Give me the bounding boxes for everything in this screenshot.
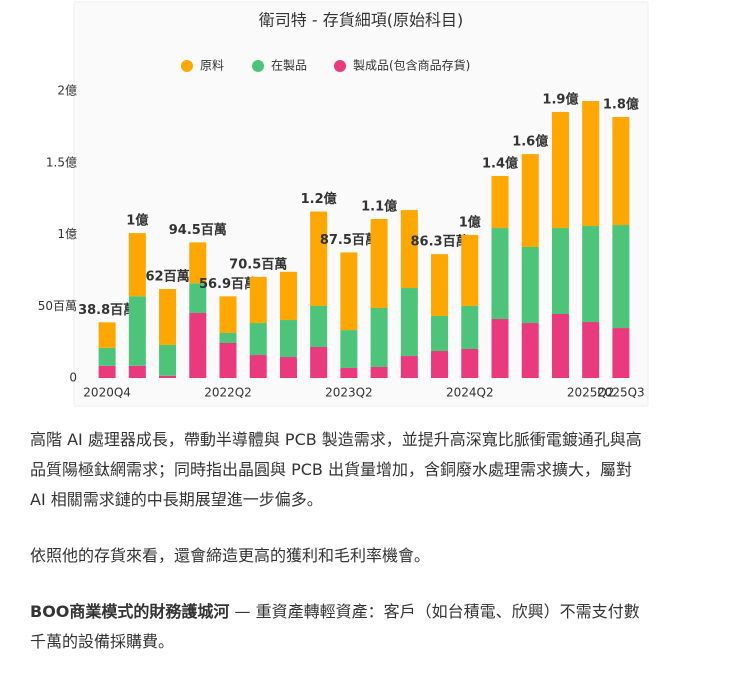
bar-segment [279, 320, 297, 358]
data-label: 62百萬 [146, 269, 190, 285]
bar-segment [279, 271, 297, 321]
legend-label: 原料 [200, 59, 224, 73]
data-label: 70.5百萬 [229, 256, 287, 272]
bar-segment [612, 225, 630, 329]
bar-segment [491, 175, 509, 229]
bar-segment [461, 305, 479, 350]
bar-segment [521, 246, 539, 324]
bar-segment [249, 276, 267, 324]
bar-segment [189, 283, 207, 313]
bar-segment [431, 316, 449, 352]
text: — 重資產轉輕資產：客戶（如台積電、欣興）不需支付數千萬的設備採購費。 [30, 602, 640, 651]
y-tick-label: 0 [69, 371, 77, 385]
bar-segment [128, 233, 146, 297]
bar-segment [249, 323, 267, 356]
legend-label: 在製品 [271, 59, 307, 73]
data-label: 1.8億 [603, 96, 639, 112]
bar-segment [98, 365, 116, 378]
bar-segment [189, 312, 207, 378]
bar-segment [159, 375, 177, 378]
data-label: 94.5百萬 [169, 222, 227, 238]
data-label: 1億 [459, 214, 481, 230]
y-tick-label: 1億 [57, 227, 77, 241]
data-label: 38.8百萬 [78, 302, 136, 318]
paragraph: 高階 AI 處理器成長，帶動半導體與 PCB 製造需求，並提升高深寬比脈衝電鍍通… [30, 430, 642, 509]
bar-segment [431, 254, 449, 317]
bar-segment [310, 347, 328, 378]
bar-segment [310, 211, 328, 306]
legend-swatch [334, 60, 346, 72]
bar-segment [400, 210, 418, 289]
x-tick-label: 2025Q3 [597, 386, 645, 400]
bar-segment [340, 252, 358, 331]
bar-segment [370, 219, 388, 308]
paragraph: 依照他的存貨來看，還會締造更高的獲利和毛利率機會。 [30, 546, 431, 565]
bar-segment [340, 330, 358, 368]
x-tick-label: 2023Q2 [325, 386, 373, 400]
bar-segment [310, 305, 328, 348]
bar-segment [279, 357, 297, 378]
bar-segment [431, 351, 449, 378]
bar-segment [461, 234, 479, 306]
article: 高階 AI 處理器成長，帶動半導體與 PCB 製造需求，並提升高深寬比脈衝電鍍通… [30, 425, 650, 683]
bar-segment [521, 323, 539, 378]
bar-segment [521, 154, 539, 247]
x-tick-label: 2020Q4 [83, 386, 131, 400]
data-label: 86.3百萬 [411, 234, 469, 250]
bar-segment [491, 319, 509, 378]
bar-segment [370, 366, 388, 378]
bar-segment [159, 289, 177, 345]
bar-segment [582, 322, 600, 378]
bar-segment [219, 342, 237, 378]
x-tick-label: 2022Q2 [204, 386, 252, 400]
bar-segment [98, 347, 116, 366]
data-label: 1.2億 [301, 191, 337, 207]
bar-segment [461, 349, 479, 378]
bar-segment [128, 365, 146, 378]
bar-segment [159, 344, 177, 376]
bar-segment [582, 101, 600, 227]
bar-segment [582, 226, 600, 323]
page: 衛司特 - 存貨細項(原始科目) 0 50百萬 1億 1.5億 2億 原料 在製品 製成品(包… [30, 1, 649, 651]
bar-segment [612, 116, 630, 226]
bar-segment [249, 355, 267, 378]
bar-segment [551, 111, 569, 229]
x-tick-label: 2025Q2 [567, 386, 615, 400]
bar-segment [98, 322, 116, 348]
chart-title: 衛司特 - 存貨細項(原始科目) [259, 11, 463, 30]
bar-segment [551, 313, 569, 378]
chart: 衛司特 - 存貨細項(原始科目) 0 50百萬 1億 1.5億 2億 原料 在製品 製成品(包… [38, 1, 649, 407]
x-tick-label: 2024Q2 [446, 386, 494, 400]
data-label: 1.1億 [361, 199, 397, 215]
bar-segment [128, 296, 146, 366]
y-tick-label: 1.5億 [46, 155, 77, 169]
paragraph: BOO商業模式的財務護城河 — 重資產轉輕資產：客戶（如台積電、欣興）不需支付數… [30, 597, 650, 657]
bar-segment [370, 307, 388, 367]
bold-text: BOO商業模式的財務護城河 [30, 602, 230, 621]
data-label: 87.5百萬 [320, 232, 378, 248]
y-tick-label: 2億 [57, 84, 77, 98]
data-label: 56.9百萬 [199, 276, 257, 292]
legend-label: 製成品(包含商品存貨) [353, 58, 470, 73]
bar-segment [400, 356, 418, 378]
data-label: 1.6億 [512, 134, 548, 150]
bar-segment [612, 328, 630, 378]
bar-segment [219, 296, 237, 333]
y-tick-label: 50百萬 [38, 299, 77, 313]
bar-segment [491, 228, 509, 320]
bar-segment [219, 332, 237, 343]
bar-segment [551, 228, 569, 314]
data-label: 1億 [126, 213, 148, 229]
legend-swatch [181, 60, 193, 72]
bar-segment [189, 242, 207, 284]
legend-swatch [252, 60, 264, 72]
data-label: 1.4億 [482, 155, 518, 171]
data-label: 1.9億 [542, 91, 578, 107]
bar-segment [340, 367, 358, 378]
bar-segment [400, 288, 418, 357]
